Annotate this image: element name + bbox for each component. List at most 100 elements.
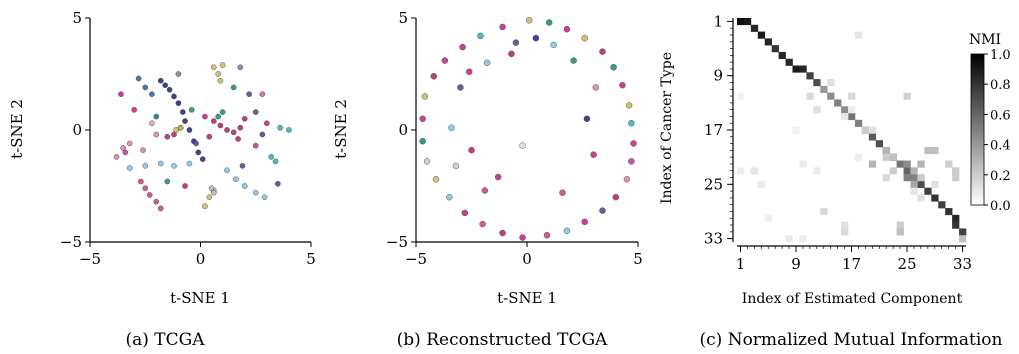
heatmap-cell (952, 167, 960, 175)
scatter-point (182, 183, 188, 189)
y-tick-label: 25 (704, 175, 723, 193)
scatter-point (171, 93, 177, 100)
heatmap-cell (820, 208, 828, 216)
scatter-point (519, 142, 526, 149)
heatmap-cell (757, 180, 766, 188)
scatter-point (599, 207, 606, 214)
panel-b-xlabel: t-SNE 1 (497, 289, 557, 307)
scatter-point (138, 178, 144, 185)
scatter-point (195, 149, 202, 156)
scatter-point (153, 131, 160, 138)
colorbar-tick-label: 0.2 (990, 169, 1011, 184)
scatter-point (177, 124, 184, 131)
scatter-point (619, 81, 626, 89)
panel-c-ylabel: Index of Cancer Type (659, 52, 675, 204)
scatter-point (612, 193, 619, 201)
heatmap-cell (903, 174, 911, 182)
heatmap-cell (896, 228, 904, 236)
scatter-point (252, 189, 259, 196)
scatter-point (532, 34, 540, 42)
heatmap-cell (785, 58, 793, 66)
scatter-point (550, 41, 557, 49)
scatter-point (153, 113, 160, 120)
panel-a-ticks: −5 0 5 −5 0 5 (60, 9, 316, 268)
scatter-point (423, 158, 431, 165)
scatter-point (543, 232, 551, 239)
scatter-point (122, 149, 129, 156)
scatter-point (171, 163, 177, 169)
heatmap-cell (799, 160, 807, 168)
scatter-point (217, 77, 224, 84)
heatmap-cell (841, 106, 849, 114)
heatmap-cell (854, 153, 863, 161)
scatter-point (625, 102, 633, 109)
heatmap-cell (917, 160, 925, 168)
y-tick-label: 5 (72, 9, 82, 27)
heatmap-cell (875, 140, 884, 148)
scatter-point (126, 165, 133, 171)
scatter-point (563, 26, 571, 33)
heatmap-cell (848, 113, 856, 121)
scatter-point (286, 127, 292, 133)
scatter-point (241, 183, 248, 189)
scatter-point (235, 136, 241, 142)
heatmap-cell (917, 180, 925, 188)
scatter-point (202, 113, 208, 120)
scatter-point (217, 122, 224, 129)
scatter-point (153, 198, 160, 205)
scatter-point (175, 100, 182, 106)
heatmap-cell (750, 167, 759, 175)
colorbar-label: NMI (969, 32, 1001, 48)
scatter-point (215, 113, 221, 120)
scatter-point (546, 19, 553, 26)
panel-b-reconstructed-scatter: −5 0 5 −5 0 5 t-SNE 1 t-SNE 2 (b) Reconstruct… (332, 9, 643, 350)
heatmap-cell (910, 187, 918, 195)
y-tick-label: 0 (72, 121, 82, 139)
y-tick-label: −5 (386, 233, 408, 251)
heatmap-cell (889, 167, 897, 175)
scatter-point (252, 109, 259, 115)
panel-a-ylabel: t-SNE 2 (8, 99, 26, 159)
heatmap-cell (924, 187, 932, 195)
scatter-point (563, 227, 571, 235)
scatter-point (479, 220, 486, 228)
scatter-point (173, 127, 179, 133)
panel-a-points (113, 62, 292, 212)
scatter-point (171, 131, 177, 138)
colorbar-tick-label: 0.6 (990, 108, 1011, 123)
scatter-point (202, 203, 208, 209)
heatmap-cell (785, 235, 793, 243)
scatter-point (230, 129, 237, 136)
heatmap-cell (834, 99, 842, 107)
panel-b-ticks: −5 0 5 −5 0 5 (386, 9, 643, 268)
scatter-point (118, 91, 124, 97)
y-tick-label: 33 (704, 230, 723, 248)
scatter-point (441, 57, 449, 64)
scatter-point (140, 147, 146, 153)
panel-c-cells (737, 18, 967, 243)
scatter-point (157, 160, 164, 167)
scatter-point (494, 173, 502, 181)
scatter-point (113, 154, 120, 160)
heatmap-cell (792, 65, 800, 73)
scatter-point (180, 109, 186, 115)
scatter-point (275, 180, 281, 187)
heatmap-cell (737, 92, 745, 100)
scatter-point (157, 205, 164, 212)
heatmap-cell (903, 160, 911, 168)
scatter-point (135, 75, 142, 82)
heatmap-cell (854, 31, 863, 39)
heatmap-cell (938, 201, 946, 209)
scatter-point (146, 192, 153, 198)
y-tick-label: 1 (713, 12, 723, 30)
heatmap-cell (959, 228, 967, 236)
scatter-point (142, 163, 149, 169)
scatter-point (164, 133, 171, 140)
colorbar-tick-label: 0.8 (990, 78, 1011, 93)
scatter-point (259, 131, 266, 138)
scatter-point (581, 34, 588, 42)
scatter-point (186, 160, 193, 167)
colorbar-tick-label: 1.0 (990, 48, 1011, 63)
scatter-point (239, 163, 246, 169)
